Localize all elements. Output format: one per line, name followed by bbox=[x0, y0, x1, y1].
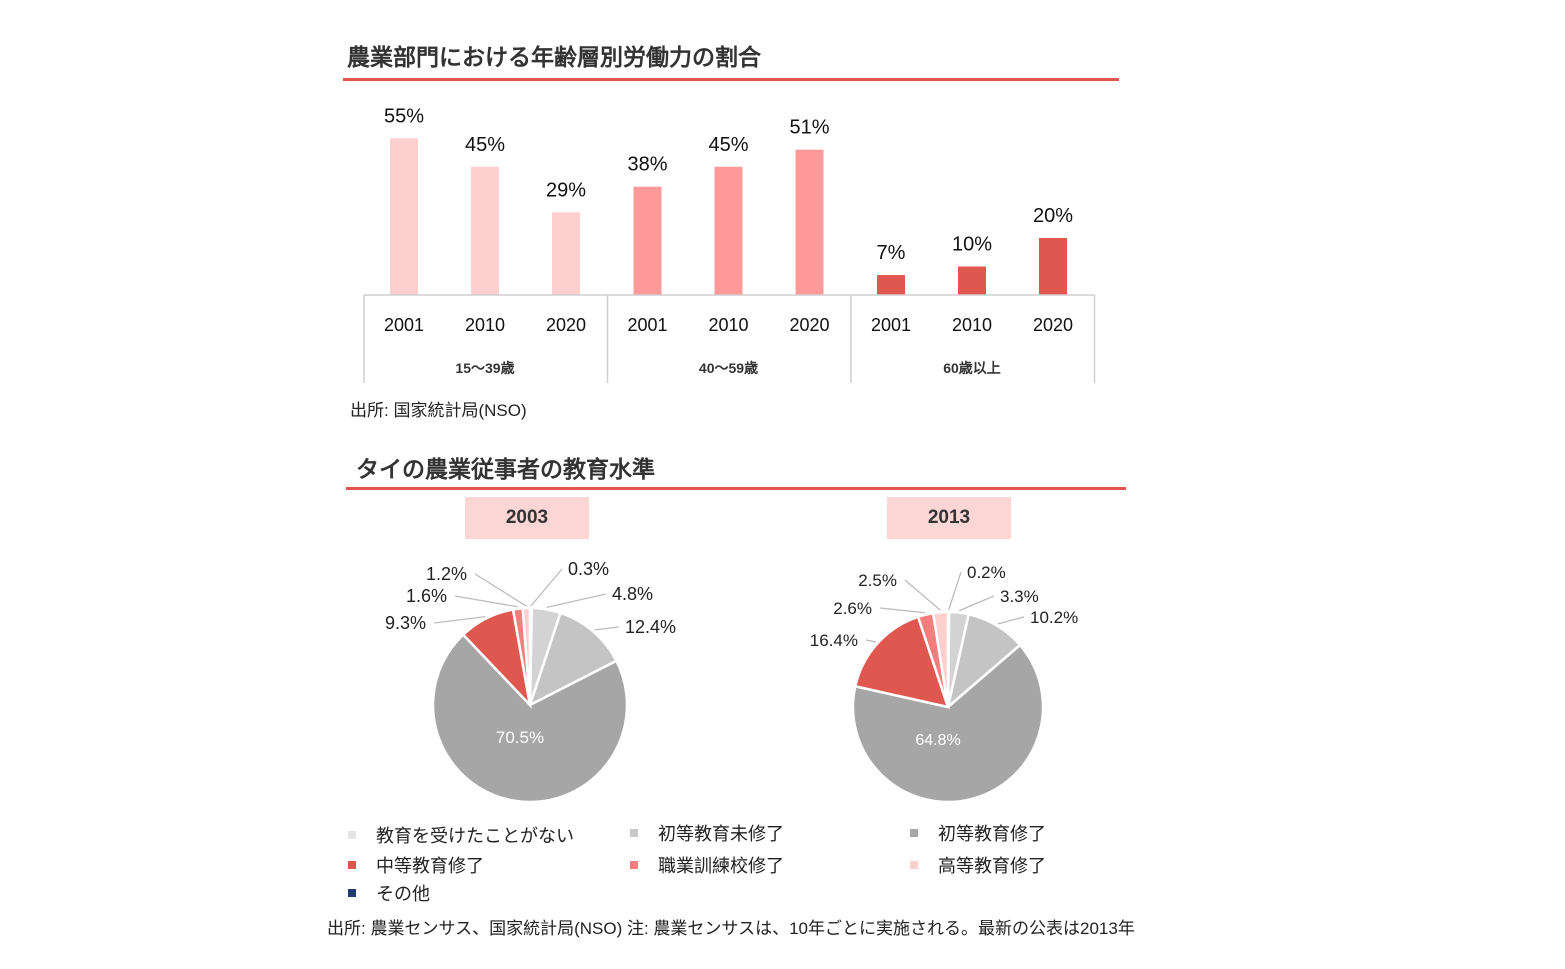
bar-value-label-1-1: 45% bbox=[708, 134, 748, 156]
pie-charts: 0.3%4.8% 12.4% 70.5% 9.3% 1.6%1.2% 0.2% 3.3% 10… bbox=[385, 559, 1078, 804]
legend-item: その他 bbox=[348, 880, 430, 906]
pie-0-label-3: 70.5% bbox=[496, 728, 544, 747]
bar-0-1 bbox=[471, 166, 499, 295]
x-tick-0-0: 2001 bbox=[384, 315, 424, 335]
pie-1-leader-6 bbox=[904, 579, 941, 611]
pie-1-slice-6 bbox=[931, 610, 950, 708]
pie-2013-title: 2013 bbox=[887, 497, 1011, 539]
group-label-2: 60歳以上 bbox=[943, 360, 1001, 376]
legend-swatch bbox=[348, 889, 356, 897]
bar-2-1 bbox=[958, 266, 986, 295]
pie-chart-source: 出所: 農業センサス、国家統計局(NSO) 注: 農業センサスは、10年ごとに実… bbox=[327, 919, 1135, 938]
bar-value-label-0-1: 45% bbox=[465, 134, 505, 156]
bar-chart: 55% 2001 45% 2010 29% 2020 15〜39歳 38% 2001 45% 201… bbox=[363, 105, 1096, 383]
x-tick-0-2: 2020 bbox=[546, 315, 586, 335]
x-tick-0-1: 2010 bbox=[465, 315, 505, 335]
pie-section-title: タイの農業従事者の教育水準 bbox=[356, 457, 655, 483]
legend-item: 中等教育修了 bbox=[348, 852, 484, 878]
pie-1-label-1: 3.3% bbox=[1000, 587, 1039, 606]
bar-2-2 bbox=[1039, 238, 1067, 295]
bar-1-0 bbox=[633, 186, 662, 295]
pie-0-label-0: 0.3% bbox=[568, 559, 609, 579]
x-tick-1-2: 2020 bbox=[789, 315, 829, 335]
x-tick-2-2: 2020 bbox=[1033, 315, 1073, 335]
pie-1-leader-4 bbox=[865, 639, 877, 643]
pie-0-label-1: 4.8% bbox=[612, 584, 653, 604]
pie-1-leader-1 bbox=[958, 595, 995, 612]
pie-1-leader-5 bbox=[879, 607, 926, 614]
pie-1-slice-3 bbox=[851, 643, 1045, 804]
pie-1-label-6: 2.5% bbox=[858, 571, 897, 590]
legend-swatch bbox=[630, 861, 638, 869]
legend-label: 職業訓練校修了 bbox=[658, 856, 784, 876]
pie-2003-title: 2003 bbox=[465, 497, 589, 539]
legend-swatch bbox=[348, 861, 356, 869]
bar-value-label-1-2: 51% bbox=[789, 117, 829, 139]
x-tick-2-0: 2001 bbox=[871, 315, 911, 335]
legend-swatch bbox=[630, 829, 638, 837]
legend-item: 高等教育修了 bbox=[910, 852, 1046, 878]
x-tick-1-0: 2001 bbox=[627, 315, 667, 335]
legend-swatch bbox=[910, 829, 918, 837]
group-label-1: 40〜59歳 bbox=[699, 360, 758, 376]
bar-value-label-2-1: 10% bbox=[952, 234, 992, 256]
bar-1-2 bbox=[795, 149, 824, 295]
legend-label: 高等教育修了 bbox=[938, 856, 1046, 876]
legend-item: 教育を受けたことがない bbox=[348, 822, 574, 848]
bar-0-0 bbox=[390, 138, 418, 295]
legend-swatch bbox=[910, 861, 918, 869]
pie-0-slice-3 bbox=[431, 632, 629, 804]
pie-1-label-3: 64.8% bbox=[915, 732, 960, 749]
x-tick-1-1: 2010 bbox=[708, 315, 748, 335]
pie-1-label-2: 10.2% bbox=[1030, 608, 1078, 627]
pie-0-label-4: 9.3% bbox=[385, 613, 426, 633]
bar-chart-title: 農業部門における年齢層別労働力の割合 bbox=[347, 45, 761, 71]
pie-0-label-5: 1.6% bbox=[406, 586, 447, 606]
pie-1-label-0: 0.2% bbox=[967, 563, 1006, 582]
bar-1-1 bbox=[714, 166, 743, 295]
bar-value-label-2-0: 7% bbox=[877, 242, 906, 264]
pie-0-slice-6 bbox=[521, 606, 532, 706]
legend-item: 初等教育修了 bbox=[910, 820, 1046, 846]
pie-0-slice-2 bbox=[527, 611, 619, 708]
bar-value-label-1-0: 38% bbox=[627, 154, 667, 176]
pie-0-leader-1 bbox=[546, 593, 607, 609]
legend-label: その他 bbox=[376, 884, 430, 904]
pie-0-label-2: 12.4% bbox=[625, 617, 676, 637]
pie-0-leader-2 bbox=[594, 626, 620, 631]
legend-label: 中等教育修了 bbox=[376, 856, 484, 876]
pie-0-leader-5 bbox=[454, 595, 518, 608]
legend-item: 職業訓練校修了 bbox=[630, 852, 784, 878]
bar-2-0 bbox=[877, 275, 905, 295]
pie-title-rule bbox=[346, 487, 1126, 490]
legend-item: 初等教育未修了 bbox=[630, 820, 784, 846]
legend-label: 初等教育修了 bbox=[938, 824, 1046, 844]
bar-chart-source: 出所: 国家統計局(NSO) bbox=[350, 401, 527, 420]
pie-0-leader-4 bbox=[433, 615, 486, 624]
legend-swatch bbox=[348, 831, 356, 839]
bar-value-label-2-2: 20% bbox=[1033, 205, 1073, 227]
bar-0-2 bbox=[552, 212, 580, 295]
pie-1-leader-0 bbox=[947, 571, 962, 611]
pie-1-leader-2 bbox=[997, 616, 1025, 625]
pie-0-leader-0 bbox=[530, 568, 563, 607]
pie-1-label-4: 16.4% bbox=[810, 631, 858, 650]
bar-title-rule bbox=[343, 78, 1119, 81]
x-tick-2-1: 2010 bbox=[952, 315, 992, 335]
pie-0-label-6: 1.2% bbox=[426, 564, 467, 584]
group-label-0: 15〜39歳 bbox=[455, 360, 514, 376]
pie-1-label-5: 2.6% bbox=[833, 599, 872, 618]
bar-value-label-0-2: 29% bbox=[546, 179, 586, 201]
bar-value-label-0-0: 55% bbox=[384, 105, 424, 127]
pie-0-leader-6 bbox=[474, 573, 527, 607]
legend-label: 教育を受けたことがない bbox=[376, 826, 574, 846]
legend-label: 初等教育未修了 bbox=[658, 824, 784, 844]
